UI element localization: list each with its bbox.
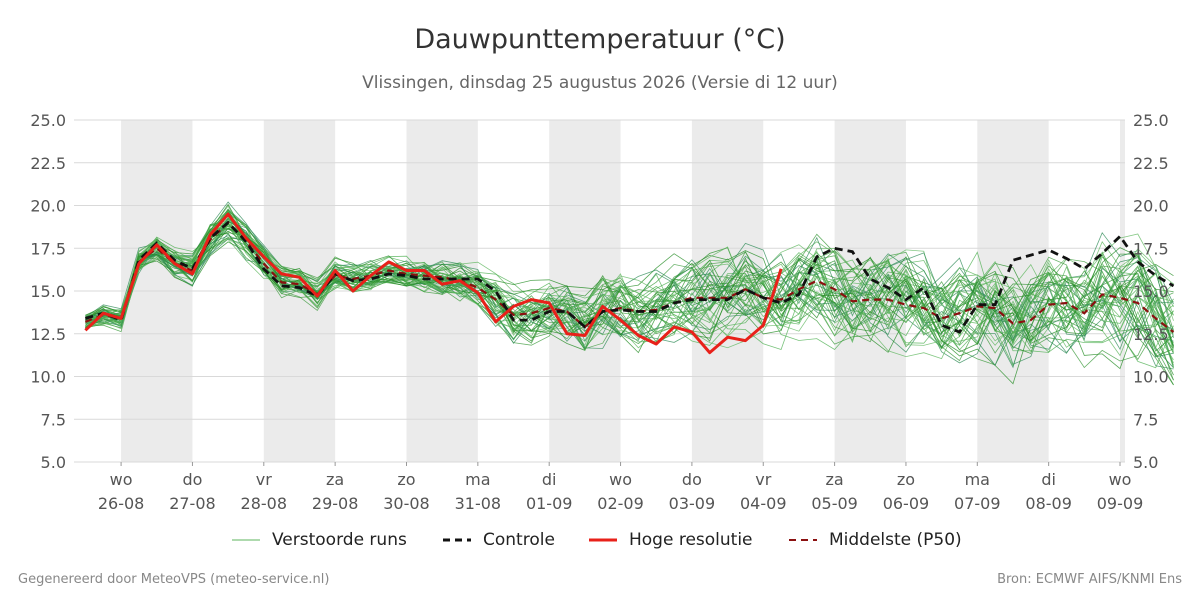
legend-label-control: Controle <box>483 530 555 550</box>
ensemble-member-line <box>85 203 1174 348</box>
x-tick-date: 28-08 <box>241 494 288 513</box>
x-tick-day: di <box>542 470 557 489</box>
x-tick-date: 07-09 <box>954 494 1001 513</box>
legend-swatch-median <box>789 539 817 541</box>
x-tick-date: 04-09 <box>740 494 787 513</box>
ensemble-member-line <box>85 222 1174 344</box>
legend-swatch-ensemble <box>232 539 260 541</box>
legend-label-ensemble: Verstoorde runs <box>272 530 407 550</box>
legend-swatch-hires <box>589 538 617 542</box>
y-tick-label-right: 17.5 <box>1133 239 1169 258</box>
hires-line <box>84 212 783 355</box>
y-tick-label-right: 25.0 <box>1133 111 1169 130</box>
y-tick-label-left: 20.0 <box>30 197 66 216</box>
x-tick-day: do <box>682 470 702 489</box>
x-tick-date: 30-08 <box>383 494 430 513</box>
x-tick-day: ma <box>965 470 990 489</box>
y-tick-label-right: 5.0 <box>1133 453 1158 472</box>
x-tick-date: 01-09 <box>526 494 573 513</box>
x-tick-day: za <box>825 470 843 489</box>
x-tick-date: 03-09 <box>669 494 716 513</box>
main-series-lines <box>84 212 1175 355</box>
x-tick-date: 09-09 <box>1097 494 1144 513</box>
footer-generator: Gegenereerd door MeteoVPS (meteo-service… <box>18 572 330 587</box>
y-tick-label-right: 10.0 <box>1133 368 1169 387</box>
y-tick-label-left: 5.0 <box>41 453 66 472</box>
x-tick-day: zo <box>397 470 415 489</box>
legend-swatch-control <box>443 538 471 542</box>
y-tick-label-right: 7.5 <box>1133 410 1158 429</box>
y-tick-label-left: 12.5 <box>30 325 66 344</box>
x-tick-day: do <box>182 470 202 489</box>
x-tick-date: 27-08 <box>169 494 216 513</box>
y-tick-label-left: 7.5 <box>41 410 66 429</box>
grid-lines <box>74 119 1125 463</box>
footer-source: Bron: ECMWF AIFS/KNMI Ens <box>997 572 1182 587</box>
y-tick-label-right: 22.5 <box>1133 154 1169 173</box>
ensemble-member-line <box>85 223 1174 385</box>
ensemble-member-line <box>85 223 1174 349</box>
x-tick-day: ma <box>465 470 490 489</box>
x-tick-day: za <box>326 470 344 489</box>
x-tick-day: vr <box>256 470 272 489</box>
x-tick-day: zo <box>897 470 915 489</box>
y-tick-label-left: 10.0 <box>30 368 66 387</box>
ensemble-member-line <box>85 238 1174 336</box>
ensemble-member-line <box>85 221 1174 354</box>
x-axis-ticks: wo 26-08 do 27-08 vr 28-08 za 29-08 zo 30-08 ma 31-… <box>98 462 1143 513</box>
legend-label-median: Middelste (P50) <box>829 530 962 550</box>
y-tick-label-right: 15.0 <box>1133 282 1169 301</box>
y-tick-label-left: 25.0 <box>30 111 66 130</box>
y-tick-label-right: 20.0 <box>1133 197 1169 216</box>
x-tick-date: 02-09 <box>597 494 644 513</box>
x-tick-date: 31-08 <box>455 494 502 513</box>
y-tick-label-left: 17.5 <box>30 239 66 258</box>
x-tick-day: wo <box>609 470 632 489</box>
legend: Verstoorde runs Controle Hoge resolutie … <box>0 530 1200 554</box>
x-tick-date: 05-09 <box>811 494 858 513</box>
x-tick-day: vr <box>755 470 771 489</box>
x-tick-date: 08-09 <box>1025 494 1072 513</box>
control-line <box>85 220 1175 334</box>
ensemble-member-line <box>85 232 1174 354</box>
y-axis-ticks: 5.0 5.0 7.5 7.5 10.0 10.0 12.5 12.5 15.0 15.0 17.5… <box>30 111 1168 472</box>
x-tick-day: wo <box>1109 470 1132 489</box>
legend-label-hires: Hoge resolutie <box>629 530 753 550</box>
x-tick-day: wo <box>110 470 133 489</box>
x-tick-date: 26-08 <box>98 494 145 513</box>
x-tick-date: 29-08 <box>312 494 359 513</box>
y-tick-label-left: 22.5 <box>30 154 66 173</box>
chart-subtitle: Vlissingen, dinsdag 25 augustus 2026 (Ve… <box>362 73 838 93</box>
x-tick-day: di <box>1041 470 1056 489</box>
y-tick-label-left: 15.0 <box>30 282 66 301</box>
ensemble-member-line <box>85 218 1174 357</box>
x-tick-date: 06-09 <box>883 494 930 513</box>
chart-title: Dauwpunttemperatuur (°C) <box>414 24 786 55</box>
y-tick-label-right: 12.5 <box>1133 325 1169 344</box>
